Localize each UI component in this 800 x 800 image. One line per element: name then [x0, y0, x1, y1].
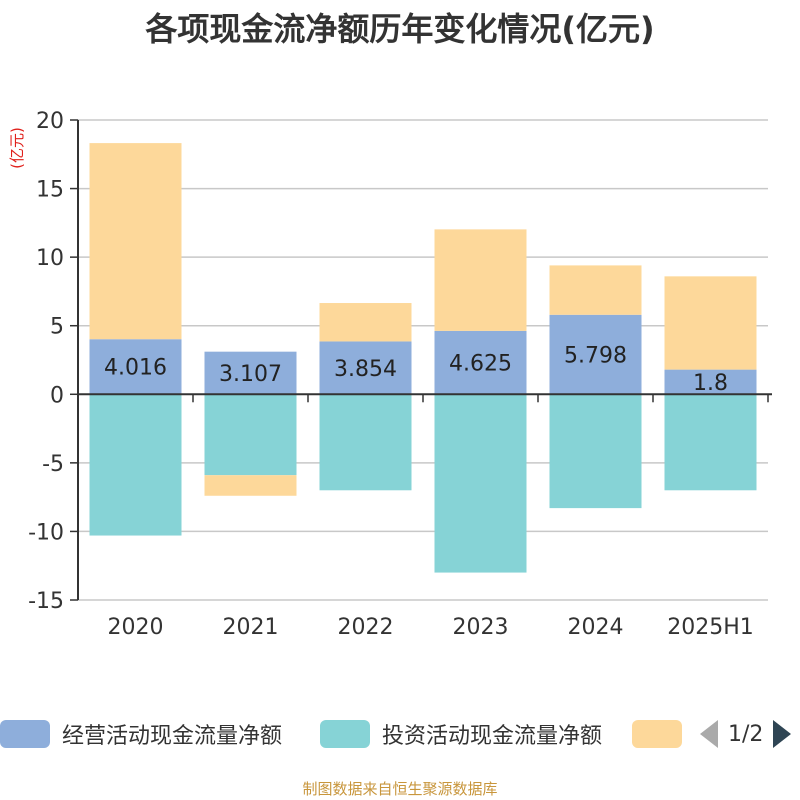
- data-label-2023: 4.625: [449, 352, 512, 377]
- bar-series0-2022[interactable]: [319, 341, 412, 395]
- chart-title: 各项现金流净额历年变化情况(亿元): [145, 10, 655, 48]
- bar-series0-2020[interactable]: [89, 339, 182, 395]
- legend-swatch-investing: [320, 720, 370, 748]
- data-label-2025H1: 1.8: [693, 371, 728, 396]
- data-source-note: 制图数据来自恒生聚源数据库: [302, 780, 498, 798]
- x-tick-label: 2024: [568, 615, 624, 640]
- legend-swatch-third: [632, 720, 682, 748]
- chart-plot: 20 15 10 5 0 -5 -10 -15 2020 2021 2022 2023 2024 2025…: [8, 109, 772, 640]
- y-tick-label: 15: [36, 178, 64, 203]
- bar-series2-2022[interactable]: [319, 303, 412, 342]
- bar-series1-2022[interactable]: [319, 394, 412, 491]
- legend: 经营活动现金流量净额 投资活动现金流量净额 1/2: [0, 714, 800, 758]
- x-tick-label: 2021: [223, 615, 279, 640]
- legend-pager: 1/2: [700, 714, 792, 754]
- y-tick-label: 5: [50, 315, 64, 340]
- bar-series2-2023[interactable]: [434, 229, 527, 331]
- legend-page-indicator: 1/2: [728, 721, 764, 747]
- legend-prev-arrow-icon[interactable]: [700, 720, 718, 748]
- y-axis-unit-label: (亿元): [8, 127, 26, 169]
- x-tick-label: 2025H1: [667, 615, 754, 640]
- bar-series2-2021[interactable]: [204, 475, 297, 496]
- legend-item-operating[interactable]: 经营活动现金流量净额: [0, 714, 282, 754]
- y-tick-label: 20: [36, 109, 64, 134]
- legend-label-investing: 投资活动现金流量净额: [382, 724, 603, 749]
- bar-series0-2021[interactable]: [204, 351, 297, 395]
- data-label-2024: 5.798: [564, 344, 627, 369]
- bar-series1-2023[interactable]: [434, 394, 527, 573]
- data-labels: 4.016 3.107 3.854 4.625 5.798 1.8: [104, 344, 728, 396]
- y-tick-label: -5: [42, 452, 64, 477]
- bar-series0-2024[interactable]: [549, 314, 642, 395]
- x-tick-label: 2023: [453, 615, 509, 640]
- bar-series1-2025H1[interactable]: [664, 394, 757, 491]
- y-tick-label: -10: [28, 520, 64, 545]
- bar-series1-2021[interactable]: [204, 394, 297, 476]
- y-tick-label: 10: [36, 246, 64, 271]
- bar-series2-2020[interactable]: [89, 143, 182, 340]
- bar-series1-2020[interactable]: [89, 394, 182, 536]
- legend-next-arrow-icon[interactable]: [773, 720, 792, 748]
- data-label-2021: 3.107: [219, 362, 282, 387]
- data-label-2022: 3.854: [334, 357, 397, 382]
- y-tick-label: 0: [50, 383, 64, 408]
- x-tick-label: 2022: [338, 615, 394, 640]
- bar-series1-2024[interactable]: [549, 394, 642, 509]
- bar-series2-2025H1[interactable]: [664, 276, 757, 370]
- data-label-2020: 4.016: [104, 356, 167, 381]
- legend-item-third[interactable]: [632, 714, 682, 754]
- y-tick-label: -15: [28, 589, 64, 614]
- legend-swatch-operating: [0, 720, 50, 748]
- bar-series0-2025H1[interactable]: [664, 369, 757, 395]
- grid-lines: [78, 119, 768, 601]
- bar-series0-2023[interactable]: [434, 330, 527, 395]
- bar-series2-2024[interactable]: [549, 265, 642, 315]
- axes: 20 15 10 5 0 -5 -10 -15 2020 2021 2022 2023 2024 2025…: [28, 109, 772, 640]
- bars: [89, 143, 757, 573]
- legend-item-investing[interactable]: 投资活动现金流量净额: [320, 714, 602, 754]
- legend-label-operating: 经营活动现金流量净额: [62, 724, 283, 749]
- x-tick-label: 2020: [108, 615, 164, 640]
